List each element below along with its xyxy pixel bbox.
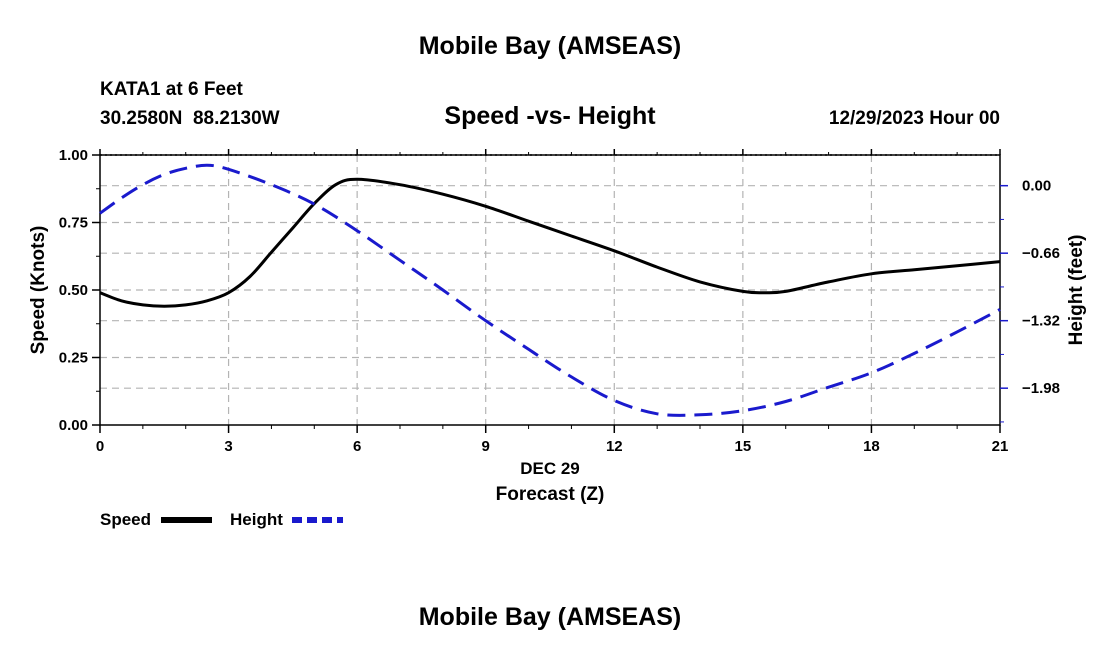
series-line-speed xyxy=(99,177,1001,308)
x-tick-label: 3 xyxy=(224,438,232,455)
x-axis-date-label: DEC 29 xyxy=(520,459,580,478)
page-title: Mobile Bay (AMSEAS) xyxy=(419,32,682,60)
y-tick-label: 0.00 xyxy=(59,417,88,434)
y-right-tick-label: −0.66 xyxy=(1022,245,1060,262)
y-axis-left-ticks: 0.00 0.25 0.50 0.75 1.00 xyxy=(59,147,100,434)
x-tick-label: 21 xyxy=(992,438,1009,455)
x-tick-label: 9 xyxy=(482,438,490,455)
grid-lines xyxy=(100,155,1000,425)
footer-title: Mobile Bay (AMSEAS) xyxy=(419,603,682,631)
x-axis-ticks: 0 3 6 9 12 15 18 21 xyxy=(96,149,1009,455)
y-tick-label: 0.75 xyxy=(59,215,88,232)
x-tick-label: 18 xyxy=(863,438,880,455)
y-right-tick-label: 0.00 xyxy=(1022,178,1051,195)
y-axis-right-ticks: 0.00 −0.66 −1.32 −1.98 xyxy=(1000,178,1060,423)
x-tick-label: 12 xyxy=(606,438,623,455)
series-group xyxy=(99,163,1001,417)
y-tick-label: 0.25 xyxy=(59,350,88,367)
forecast-date-label: 12/29/2023 Hour 00 xyxy=(829,108,1000,129)
x-axis-label: Forecast (Z) xyxy=(496,484,605,505)
station-label: KATA1 at 6 Feet xyxy=(100,79,244,100)
series-line-height xyxy=(99,163,1001,417)
y-right-tick-label: −1.32 xyxy=(1022,313,1060,330)
x-tick-label: 15 xyxy=(735,438,752,455)
x-tick-label: 0 xyxy=(96,438,104,455)
legend-label-speed: Speed xyxy=(100,510,151,529)
legend: Speed Height xyxy=(100,510,343,529)
y-axis-left-label: Speed (Knots) xyxy=(28,226,49,355)
location-label: 30.2580N 88.2130W xyxy=(100,108,280,129)
y-axis-right-label: Height (feet) xyxy=(1066,235,1087,346)
y-tick-label: 0.50 xyxy=(59,282,88,299)
y-tick-label: 1.00 xyxy=(59,147,88,164)
chart-title: Speed -vs- Height xyxy=(444,102,656,130)
legend-label-height: Height xyxy=(230,510,283,529)
y-right-tick-label: −1.98 xyxy=(1022,380,1060,397)
x-tick-label: 6 xyxy=(353,438,361,455)
